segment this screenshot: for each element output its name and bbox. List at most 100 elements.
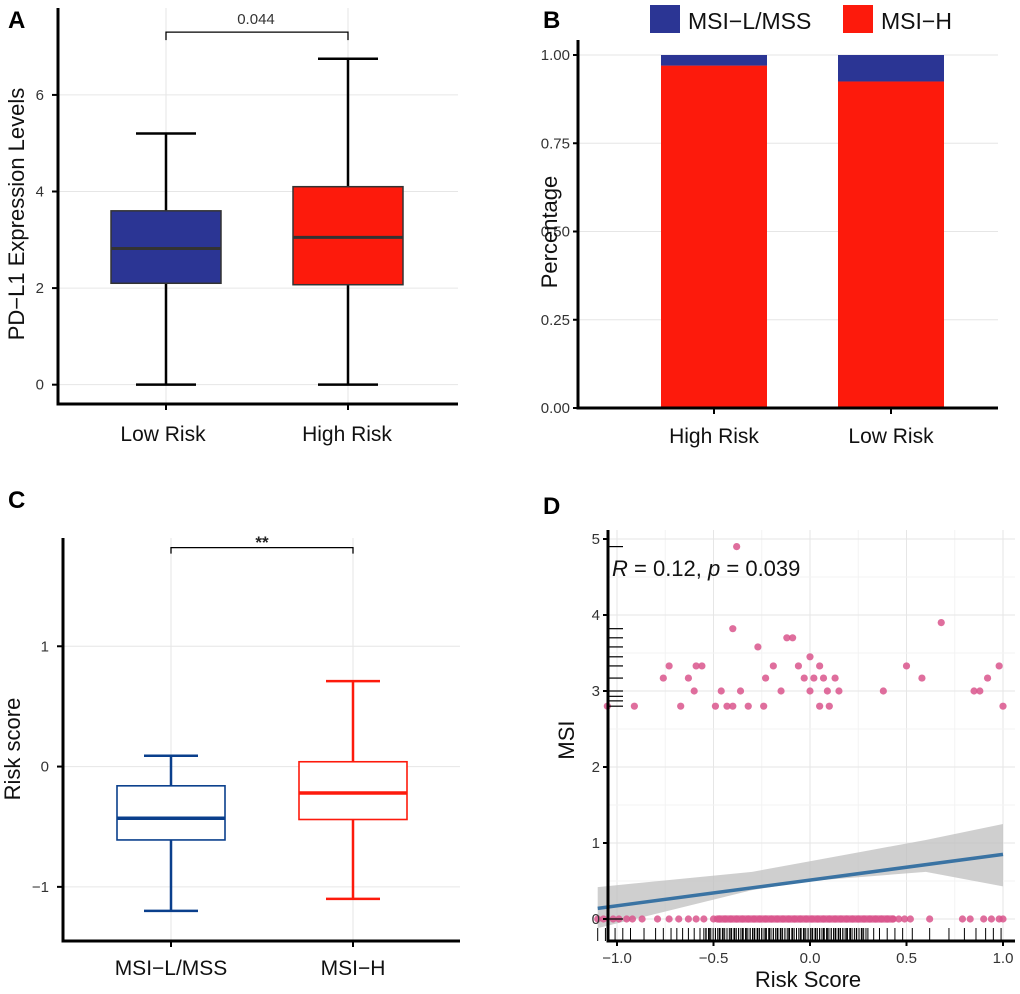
panel-label-c: C [8,487,25,514]
panel-d-point [729,625,737,633]
panel-d-confidence-band [597,824,1003,929]
panel-b-y-axis-label: Percentage [537,176,562,289]
panel-d-point [717,687,725,695]
panel-c-marks [116,546,408,913]
panel-d-x-tick-label: −0.5 [699,950,729,967]
panel-c-y-tick-label: 1 [41,638,49,655]
panel-d-point [810,674,818,682]
panel-a-y-tick-label: 2 [36,280,44,297]
panel-c-box-msi-l-mss [116,785,226,841]
panel-b-y-tick-label: 0.25 [541,312,570,329]
panel-d-point [729,702,737,710]
panel-d-point [677,702,685,710]
panel-b-category-low-risk: Low Risk [848,425,934,448]
panel-d-point [762,674,770,682]
panel-d-point-zero [966,915,974,923]
panel-b: B MSI−L/MSS MSI−H 0.00 0.25 0.50 0.75 1.00 P… [537,5,998,448]
panel-d-point-zero [684,915,693,923]
panel-a-box-high-risk [292,185,404,286]
panel-d-x-axis-label: Risk Score [755,967,861,992]
panel-d-point-zero [638,915,646,923]
panel-c-axes [61,538,460,943]
panel-d-point [698,662,706,670]
panel-d-x-tick-label: 0.0 [800,950,821,967]
panel-b-category-high-risk: High Risk [669,425,759,448]
panel-d-point-zero [675,915,683,923]
panel-d-y-tick-label: 3 [592,683,600,700]
panel-d-point-zero [700,915,708,923]
panel-a-y-tick-label: 4 [36,184,44,201]
panel-d-point-cluster [713,915,897,923]
panel-d-point [630,702,638,710]
panel-d-point-zero [958,915,967,923]
panel-d-point [983,674,992,682]
panel-d-point-zero [665,915,673,923]
panel-d-point-zero [653,915,662,923]
panel-d-marks [594,543,1007,929]
panel-d-point-zero [980,915,988,923]
panel-d-point-zero [623,915,631,923]
panel-b-bar-segment [661,65,767,408]
panel-d-ticks: 0 1 2 3 4 5 −1.0 −0.5 0.0 0.5 1.0 [592,530,1015,967]
panel-d-y-tick-label: 1 [592,835,600,852]
panel-b-bar-segment [838,55,944,82]
panel-c: C −1 0 1 Risk score MSI−L/MSS MSI−H ** [0,487,460,980]
panel-d-point-zero [926,915,934,923]
panel-c-y-axis-label: Risk score [0,698,25,801]
panel-d-point-zero [999,915,1007,923]
panel-d-point [831,674,839,682]
panel-c-y-tick-label: 0 [41,759,49,776]
panel-d-point-zero [594,915,602,923]
panel-d-point [999,702,1007,710]
panel-d-y-tick-label: 5 [592,531,600,548]
panel-b-y-tick-label: 0.75 [541,135,570,152]
panel-d-point [789,634,797,642]
panel-d-point [918,674,926,682]
legend-label-msi-l-mss: MSI−L/MSS [688,8,811,34]
panel-c-box-msi-h [298,760,408,821]
panel-a-pvalue-label: 0.044 [237,11,275,28]
panel-d-point [733,543,741,551]
panel-a-y-tick-label: 0 [36,377,44,394]
panel-d-axes [606,530,1015,943]
panel-a-comparison-bracket [165,31,349,41]
panel-b-axes [576,40,998,410]
panel-d-x-tick-label: 1.0 [993,950,1014,967]
panel-b-y-tick-label: 0.50 [541,224,570,241]
panel-d-y-tick-label: 4 [592,607,600,624]
panel-d-point [902,662,911,670]
panel-b-ticks: 0.00 0.25 0.50 0.75 1.00 [541,40,998,417]
panel-a-category-low-risk: Low Risk [120,423,206,446]
panel-d-point-zero [987,915,996,923]
panel-d-point-zero [692,915,700,923]
panel-label-d: D [543,493,560,520]
panel-d-point [835,687,843,695]
panel-d-y-tick-label: 0 [592,911,600,928]
panel-d-y-axis-label: MSI [554,720,579,759]
panel-d-point [777,687,785,695]
panel-d-point [823,687,831,695]
panel-b-y-tick-label: 0.00 [541,400,570,417]
panel-d-point [937,619,945,627]
panel-a-y-axis-label: PD−L1 Expression Levels [4,88,29,341]
panel-d-y-tick-label: 2 [592,759,600,776]
panel-d-point-zero [900,915,909,923]
panel-d-fit-line [597,852,1004,911]
panel-d-point [970,687,978,695]
panel-b-y-tick-label: 1.00 [541,47,570,64]
panel-d-point [816,702,824,710]
panel-a-ticks: 0 2 4 6 [36,8,458,410]
panel-d-point [665,662,673,670]
legend-label-msi-h: MSI−H [881,8,952,34]
panel-d-x-tick-label: −1.0 [602,950,632,967]
panel-d-point [684,674,693,682]
panel-d-point [800,674,808,682]
panel-d-point [744,702,752,710]
panel-d-point [711,702,720,710]
panel-d-point [659,674,667,682]
panel-label-b: B [543,7,560,34]
panel-b-marks [661,55,944,408]
panel-d-point [769,662,777,670]
